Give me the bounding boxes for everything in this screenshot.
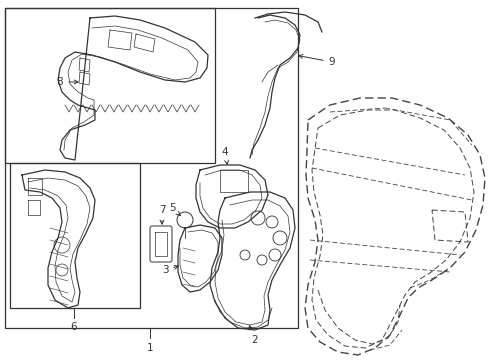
Text: 8: 8 [57, 77, 78, 87]
Text: 6: 6 [71, 322, 77, 332]
Text: 2: 2 [248, 325, 258, 345]
FancyBboxPatch shape [150, 226, 172, 262]
Bar [5, 8, 297, 328]
Text: 9: 9 [298, 54, 335, 67]
Bar [10, 163, 140, 308]
Text: 1: 1 [146, 343, 153, 353]
Text: 5: 5 [168, 203, 180, 216]
Text: 7: 7 [159, 205, 165, 224]
Text: 4: 4 [221, 147, 228, 164]
Bar [5, 8, 215, 163]
Text: 3: 3 [162, 265, 178, 275]
